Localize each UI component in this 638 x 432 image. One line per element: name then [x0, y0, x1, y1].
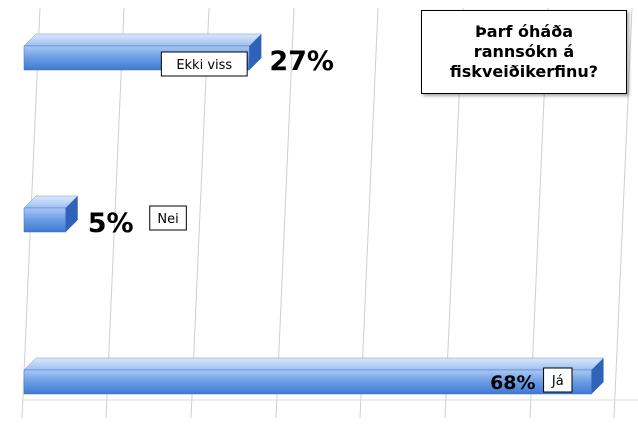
- bar-side-face: [65, 196, 78, 232]
- bar-side-face: [591, 358, 604, 394]
- category-label-ja: Já: [543, 367, 573, 393]
- bar-já: [23, 357, 605, 395]
- chart-bars: [23, 33, 605, 395]
- svg-text:Nei: Nei: [157, 212, 178, 227]
- bar-front-face: [23, 369, 592, 395]
- svg-text:Já: Já: [551, 374, 564, 389]
- bar-side-face: [249, 34, 262, 70]
- category-label-nei: Nei: [149, 205, 187, 231]
- value-label-ja: 68%: [490, 372, 535, 394]
- chart-labels: Ekki viss 27% 5% Nei 68% Já: [88, 46, 573, 394]
- chart-title: Þarf óháða rannsókn á fiskveiðikerfinu?: [421, 10, 627, 94]
- bar-top-face: [23, 357, 605, 371]
- bar-nei: [23, 195, 79, 233]
- gridline: [275, 7, 295, 419]
- gridline: [359, 7, 379, 419]
- value-label-nei: 5%: [88, 208, 134, 239]
- svg-text:Ekki viss: Ekki viss: [176, 58, 232, 73]
- bar-front-face: [23, 207, 66, 233]
- gridline: [105, 7, 125, 419]
- bar-ekki-viss: [23, 33, 262, 71]
- value-label-ekki-viss: 27%: [269, 46, 334, 77]
- category-label-ekki-viss: Ekki viss: [160, 51, 248, 77]
- bar-top-face: [23, 33, 262, 47]
- gridline: [613, 7, 633, 419]
